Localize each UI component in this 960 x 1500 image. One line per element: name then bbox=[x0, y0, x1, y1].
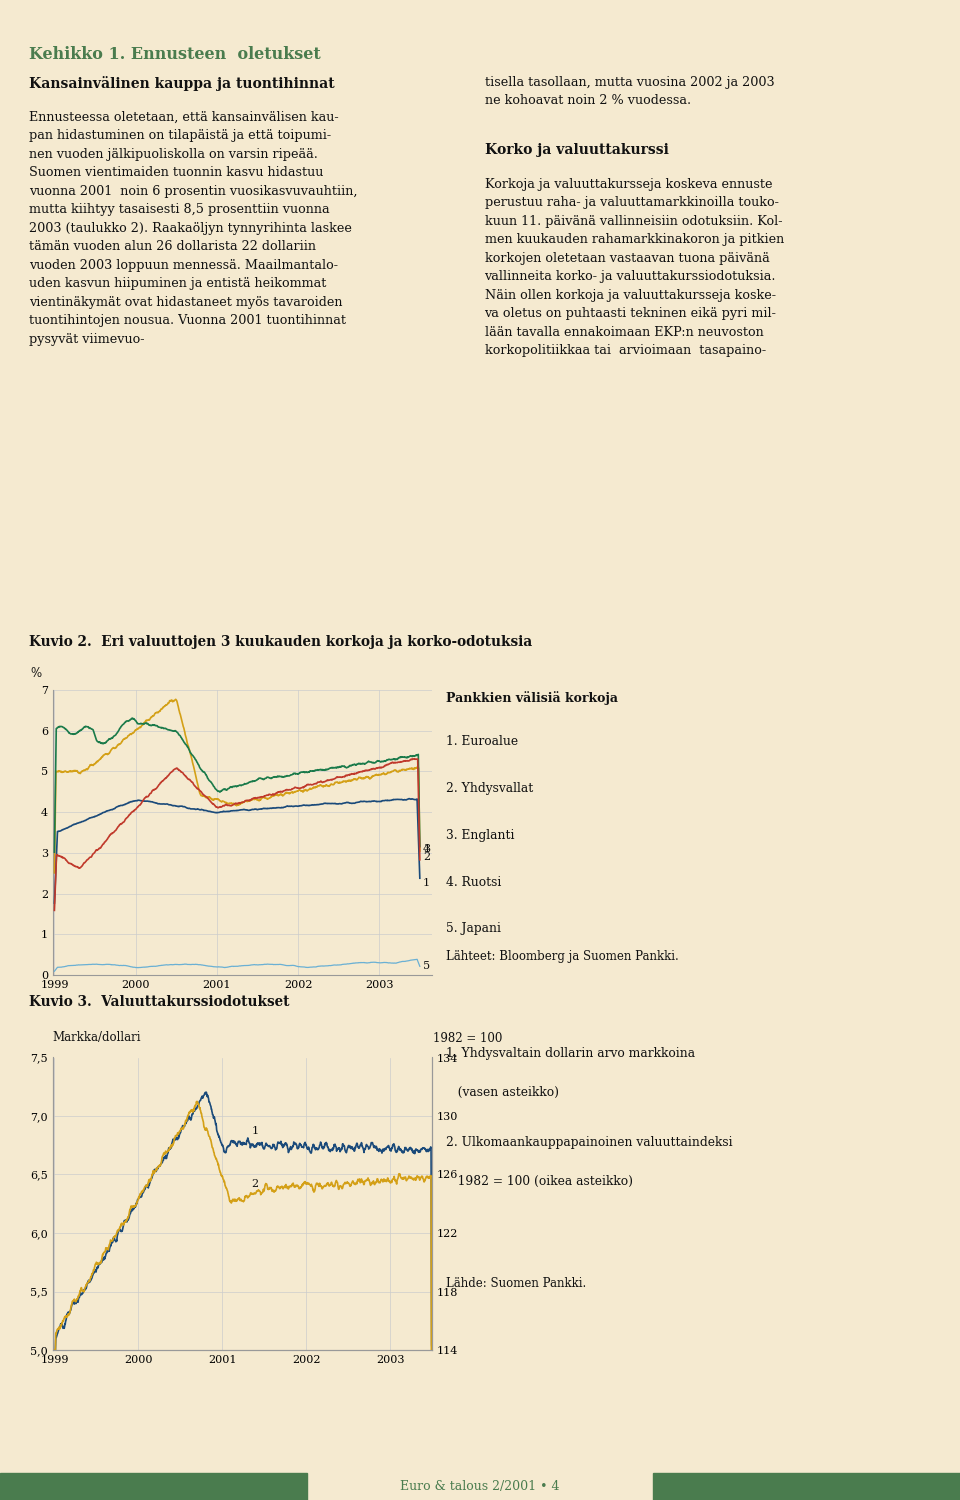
Text: 2: 2 bbox=[252, 1179, 259, 1190]
Text: 5. Japani: 5. Japani bbox=[446, 922, 501, 936]
Text: Ennusteessa oletetaan, että kansainvälisen kau-
pan hidastuminen on tilapäistä j: Ennusteessa oletetaan, että kansainvälis… bbox=[29, 111, 357, 345]
Text: 3: 3 bbox=[423, 844, 430, 855]
Text: 5: 5 bbox=[423, 962, 430, 972]
Text: Kansainvälinen kauppa ja tuontihinnat: Kansainvälinen kauppa ja tuontihinnat bbox=[29, 75, 334, 90]
Text: Euro & talous 2/2001 • 4: Euro & talous 2/2001 • 4 bbox=[400, 1480, 560, 1492]
Text: 2. Ulkomaankauppapainoinen valuuttaindeksi: 2. Ulkomaankauppapainoinen valuuttaindek… bbox=[446, 1136, 733, 1149]
Text: Lähde: Suomen Pankki.: Lähde: Suomen Pankki. bbox=[446, 1278, 587, 1290]
Text: 1. Euroalue: 1. Euroalue bbox=[446, 735, 518, 748]
Bar bbox=[653, 1473, 960, 1500]
Text: Korko ja valuuttakurssi: Korko ja valuuttakurssi bbox=[485, 142, 668, 158]
Bar bbox=[0, 1473, 307, 1500]
Text: 3. Englanti: 3. Englanti bbox=[446, 830, 515, 842]
Text: Markka/dollari: Markka/dollari bbox=[53, 1032, 141, 1044]
Text: 4. Ruotsi: 4. Ruotsi bbox=[446, 876, 502, 888]
Text: 1: 1 bbox=[423, 878, 430, 888]
Text: 1982 = 100 (oikea asteikko): 1982 = 100 (oikea asteikko) bbox=[446, 1174, 634, 1188]
Text: 1: 1 bbox=[252, 1126, 259, 1136]
Text: 4: 4 bbox=[423, 844, 430, 853]
Text: %: % bbox=[31, 668, 42, 681]
Text: Kuvio 3.  Valuuttakurssiodotukset: Kuvio 3. Valuuttakurssiodotukset bbox=[29, 994, 289, 1010]
Text: Pankkien välisiä korkoja: Pankkien välisiä korkoja bbox=[446, 692, 618, 705]
Text: tisella tasollaan, mutta vuosina 2002 ja 2003
ne kohoavat noin 2 % vuodessa.: tisella tasollaan, mutta vuosina 2002 ja… bbox=[485, 75, 774, 106]
Text: 2: 2 bbox=[423, 852, 430, 862]
Text: 2. Yhdysvallat: 2. Yhdysvallat bbox=[446, 782, 534, 795]
Text: Kehikko 1. Ennusteen  oletukset: Kehikko 1. Ennusteen oletukset bbox=[29, 46, 321, 63]
Text: Korkoja ja valuuttakursseja koskeva ennuste
perustuu raha- ja valuuttamarkkinoil: Korkoja ja valuuttakursseja koskeva ennu… bbox=[485, 178, 783, 357]
Text: 1. Yhdysvaltain dollarin arvo markkoina: 1. Yhdysvaltain dollarin arvo markkoina bbox=[446, 1047, 696, 1060]
Text: 1982 = 100: 1982 = 100 bbox=[433, 1032, 502, 1044]
Text: (vasen asteikko): (vasen asteikko) bbox=[446, 1086, 560, 1100]
Text: Kuvio 2.  Eri valuuttojen 3 kuukauden korkoja ja korko-odotuksia: Kuvio 2. Eri valuuttojen 3 kuukauden kor… bbox=[29, 634, 532, 650]
Text: Lähteet: Bloomberg ja Suomen Pankki.: Lähteet: Bloomberg ja Suomen Pankki. bbox=[446, 951, 679, 963]
